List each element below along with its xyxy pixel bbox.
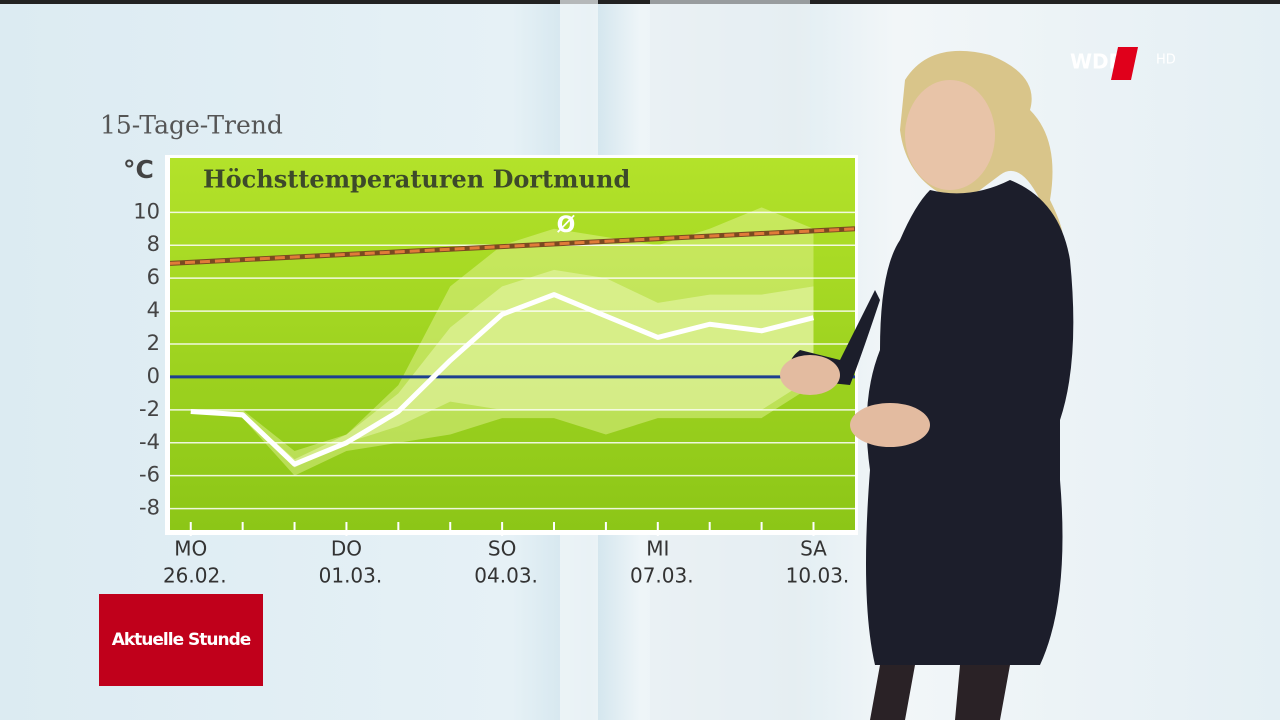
y-tick-label: 6	[147, 265, 160, 289]
program-badge	[99, 594, 263, 686]
chart-title: Höchsttemperaturen Dortmund	[203, 165, 630, 194]
y-tick-label: -6	[139, 463, 160, 487]
x-tick-label: MO	[174, 537, 207, 561]
y-tick-label: 8	[147, 232, 160, 256]
x-tick-label: MI	[646, 537, 669, 561]
y-tick-label: 4	[147, 298, 160, 322]
supertitle: 15-Tage-Trend	[100, 111, 283, 140]
y-unit: °C	[123, 155, 154, 184]
y-tick-label: 10	[133, 199, 160, 223]
average-label: Ø	[557, 213, 576, 238]
presenter	[780, 50, 1074, 720]
x-tick-label: DO	[331, 537, 362, 561]
hd-badge: HD	[1156, 53, 1176, 68]
spread-band	[190, 207, 814, 476]
x-tick-label: SO	[488, 537, 516, 561]
y-tick-label: -4	[139, 430, 160, 454]
y-tick-label: -2	[139, 397, 160, 421]
average-line-dash	[170, 227, 855, 265]
program-name: Aktuelle Stunde	[112, 630, 251, 650]
y-tick-label: 0	[147, 364, 160, 388]
top-bar	[0, 0, 1280, 4]
x-tick-date: 26.02.	[163, 564, 227, 588]
plot	[170, 207, 855, 510]
x-tick-date: 10.03.	[786, 564, 850, 588]
x-tick-date: 01.03.	[319, 564, 383, 588]
logo-mark	[1110, 47, 1139, 80]
spread-band	[190, 269, 814, 468]
y-tick-label: -8	[139, 496, 160, 520]
y-tick-label: 2	[147, 331, 160, 355]
x-tick-date: 04.03.	[474, 564, 538, 588]
x-tick-date: 07.03.	[630, 564, 694, 588]
temperature-line	[190, 292, 815, 467]
x-tick-label: SA	[800, 537, 827, 561]
